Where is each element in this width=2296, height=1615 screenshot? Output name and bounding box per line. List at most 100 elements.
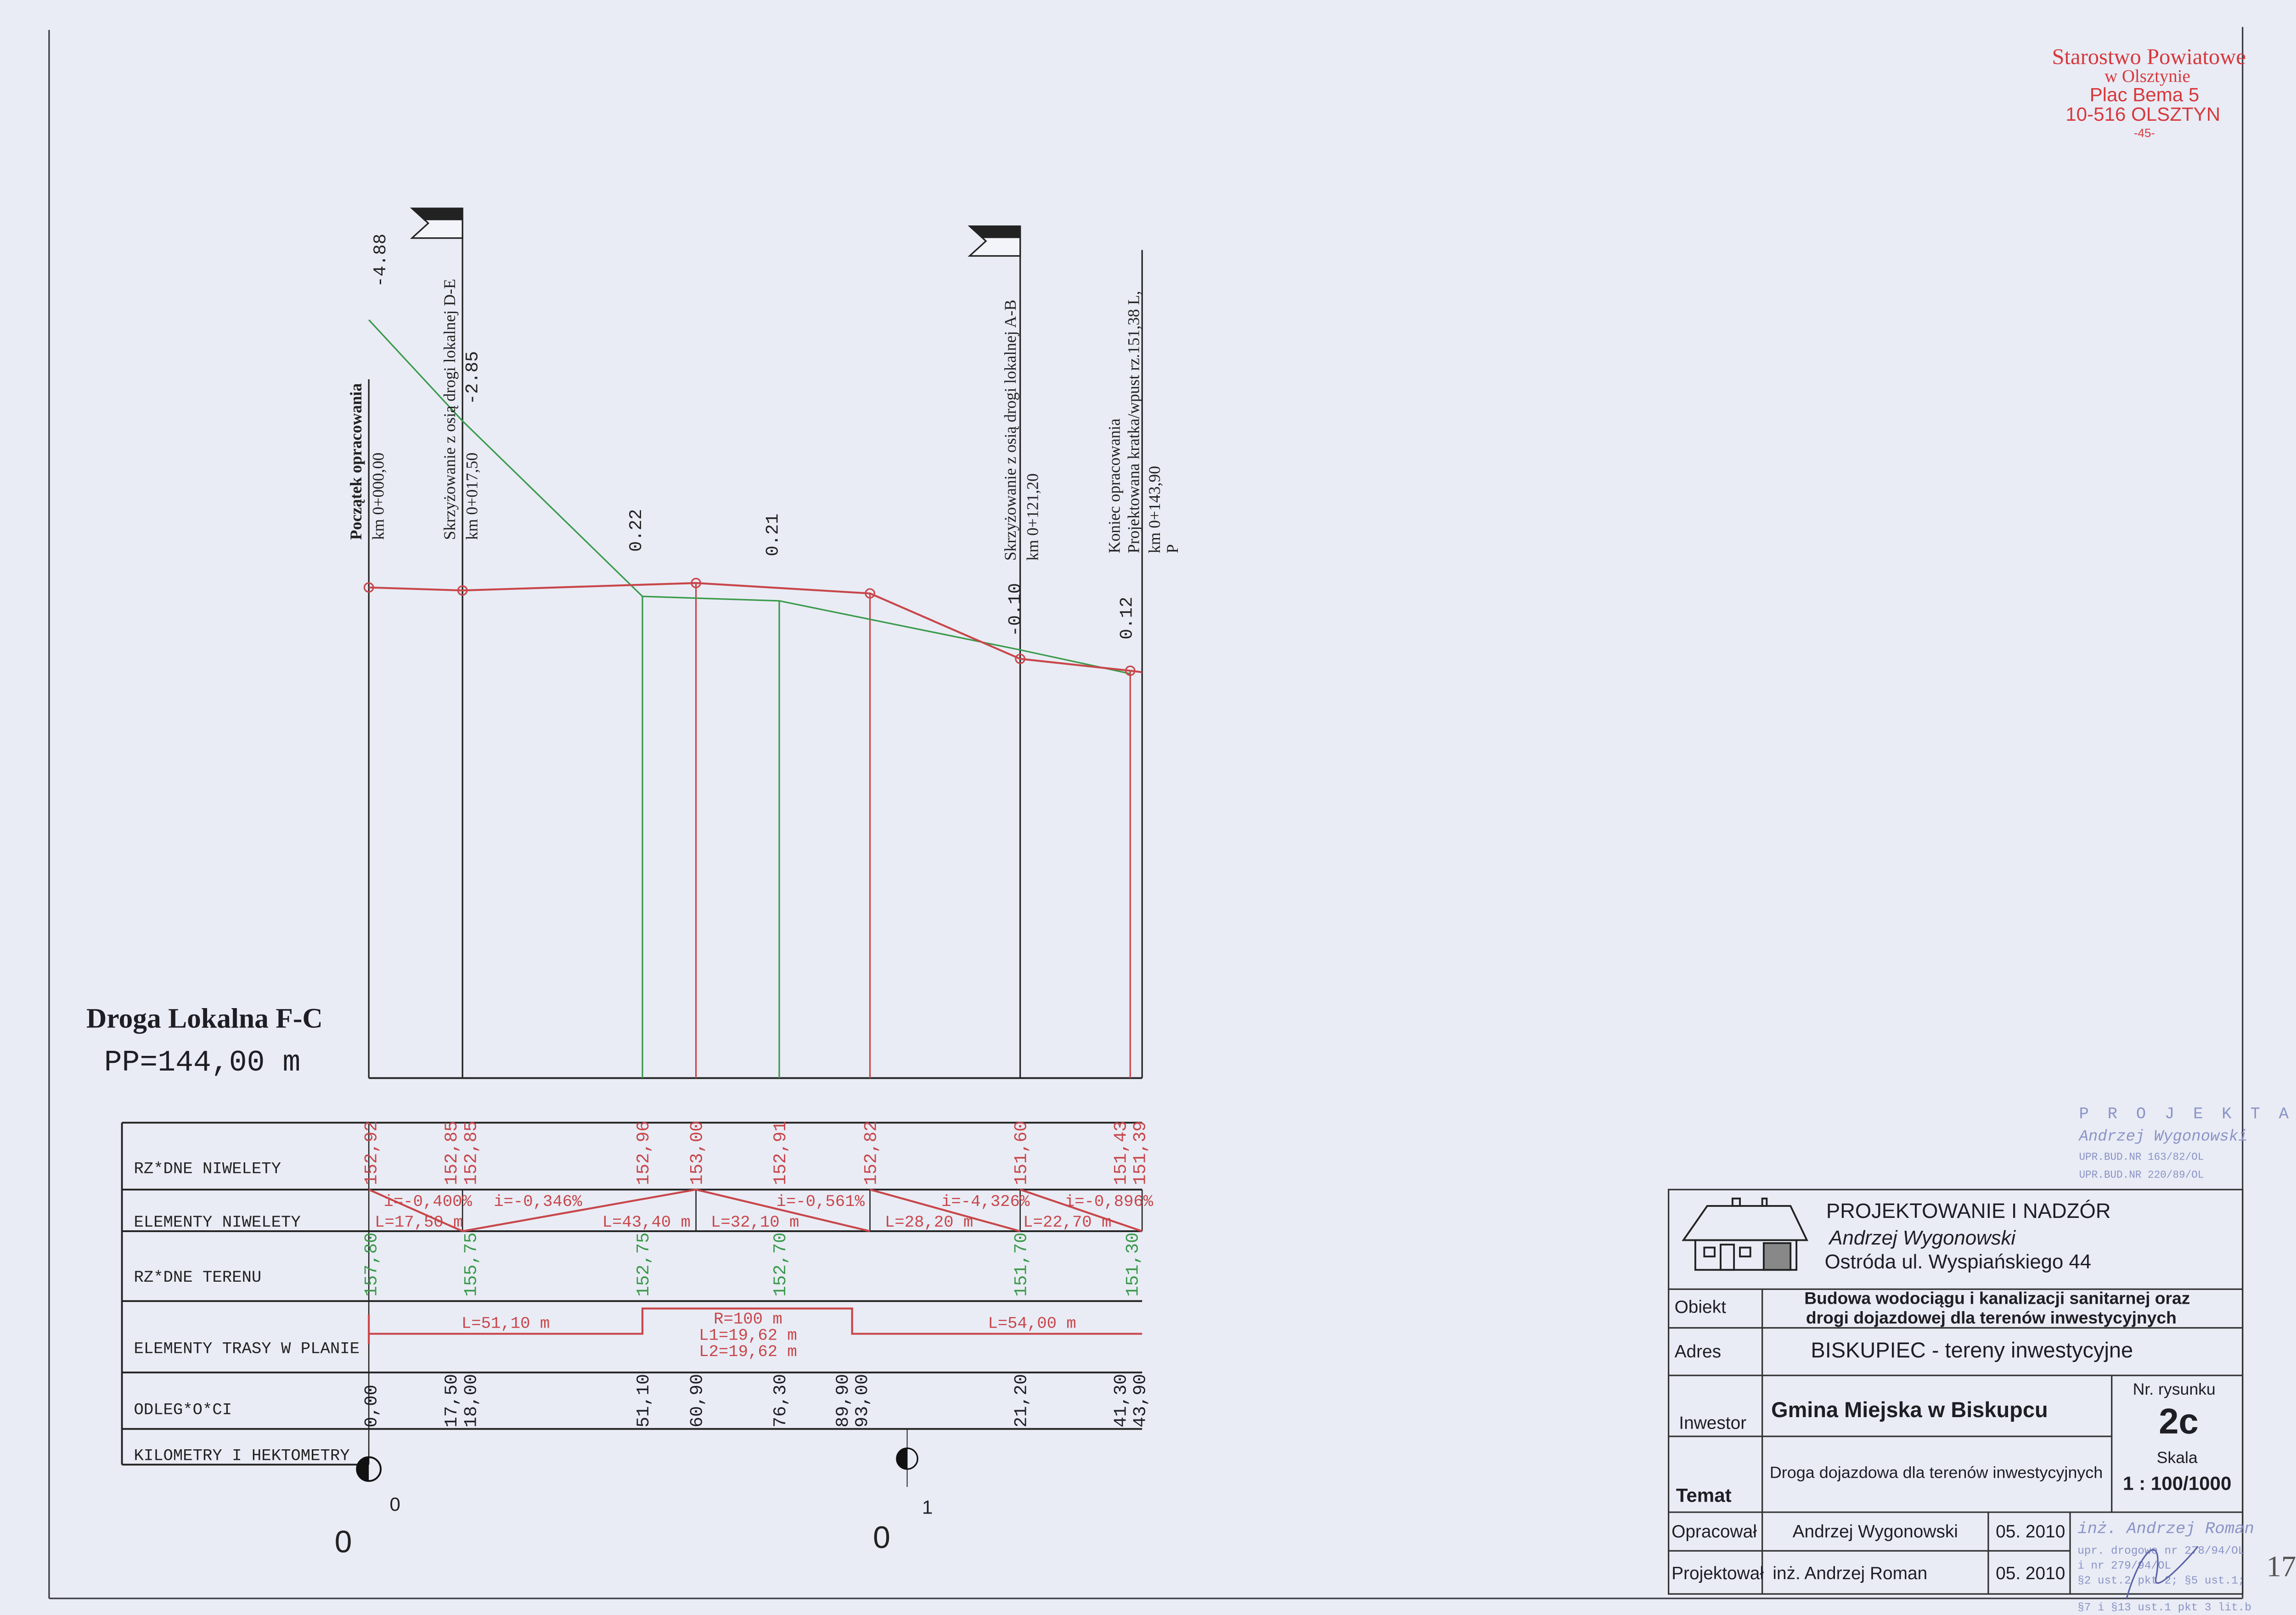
grade-element-label: i=-0,561% [777,1192,865,1211]
grade-elevation: 153,00 [687,1121,708,1185]
end-title: Koniec opracowania [1105,418,1124,553]
grade-elevation: 152,82 [861,1121,881,1185]
stamp-line: §7 i §13 ust.1 pkt 3 lit.b [2077,1602,2251,1614]
terrain-elevation: 152,70 [771,1233,791,1297]
distance-value: 60,90 [687,1374,708,1428]
grade-element-label: L=22,70 m [1023,1213,1111,1232]
projektant-stamp: P R O J E K T A N Andrzej Wygonowski UPR… [2077,1105,2296,1614]
company-logo-house-icon [1682,1197,1808,1271]
projektowal-date: 05. 2010 [1996,1564,2065,1583]
stamp-line: UPR.BUD.NR 163/82/OL [2079,1151,2204,1163]
obiekt-label: Obiekt [1675,1297,1727,1317]
plan-element-label: L1=19,62 m [699,1326,797,1345]
height-difference-label: 0.21 [763,513,783,556]
stamp-line: Plac Bema 5 [2090,84,2200,106]
adres-value: BISKUPIEC - tereny inwestycyjne [1811,1338,2133,1362]
opracowal-label: Opracował [1671,1522,1757,1542]
hectometer-label: 0 [389,1493,400,1515]
km-marker-1: 1 0 [873,1447,933,1555]
stamp-line: §2 ust.2 pkt 2; §5 ust.1; [2077,1575,2245,1587]
terrain-elevation: 151,30 [1123,1233,1143,1297]
height-difference-label: 0.12 [1117,597,1137,639]
stamp-line: inż. Andrzej Roman [2077,1519,2254,1538]
grade-element-label: L=17,50 m [375,1213,463,1232]
kilometer-label: 0 [335,1524,352,1559]
opracowal-name: Andrzej Wygonowski [1793,1522,1958,1542]
grade-element-label: L=32,10 m [711,1213,799,1232]
grade-element-label: i=-0,896% [1065,1192,1154,1211]
start-title: Początek opracowania [347,383,365,540]
stamp-line: Andrzej Wygonowski [2078,1128,2247,1145]
grade-elevation: 151,39 [1131,1121,1151,1185]
grade-point [691,578,701,589]
grade-elevation: 152,96 [634,1121,654,1185]
distance-value: 41,30 [1111,1374,1131,1428]
company-address: Ostróda ul. Wyspiańskiego 44 [1825,1251,2091,1273]
grade-element-label: i=-4,326% [941,1192,1030,1211]
temat-label: Temat [1676,1484,1732,1506]
grade-point [1015,653,1025,664]
grade-element-label: L=43,40 m [602,1213,691,1232]
crossing-de-title: Skrzyżowanie z osią drogi lokalnej D-E [440,279,459,540]
end-note: Projektowana kratka/wpust rz.151,38 L, [1125,291,1143,554]
crossing-de-km: km 0+017,50 [463,453,481,540]
stamp-line: w Olsztynie [2105,67,2190,86]
terrain-elevation: 155,75 [461,1233,481,1297]
title-block: PROJEKTOWANIE I NADZÓR Andrzej Wygonowsk… [1668,1189,2244,1595]
row-label: ODLEG*O*CI [134,1400,232,1419]
distance-value: 21,20 [1012,1374,1032,1428]
terrain-elevation: 152,75 [634,1233,654,1297]
grade-element-label: i=-0,346% [494,1192,582,1211]
obiekt-line2: drogi dojazdowej dla terenów inwestycyjn… [1806,1308,2177,1327]
plan-elements-line [368,1307,1142,1345]
road-name: Droga Lokalna F-C [86,1003,323,1034]
stamp-line: Starostwo Powiatowe [2052,45,2246,69]
grade-element-label: L=28,20 m [885,1213,973,1232]
kilometer-label: 0 [873,1520,890,1555]
distance-value: 17,50 [442,1374,462,1428]
grade-point [1125,665,1136,676]
row-labels: RZ*DNE NIWELETY ELEMENTY NIWELETY RZ*DNE T… [134,1160,359,1465]
grade-point [363,582,374,593]
grade-point [865,588,875,599]
projektowal-label: Projektował [1671,1564,1764,1583]
grade-elevation: 152,92 [361,1121,382,1185]
hectometer-label: 1 [922,1496,933,1518]
distance-value: 51,10 [634,1374,654,1428]
design-grade-line [369,582,1142,673]
longitudinal-profile: Początek opracowania km 0+000,00 Skrzyżo… [86,207,1182,1080]
distance-value: 76,30 [771,1374,791,1428]
grade-point [457,585,468,596]
row-label: KILOMETRY I HEKTOMETRY [134,1447,349,1465]
drawing-number: 2c [2159,1402,2198,1441]
stamp-line: -45- [2134,127,2155,140]
grade-elevation: 152,85 [461,1121,481,1185]
grade-element-label: i=-0,400% [384,1192,473,1211]
terrain-line [368,319,1131,675]
plan-element-label: L=51,10 m [461,1314,550,1333]
temat-value: Droga dojazdowa dla terenów inwestycyjny… [1770,1464,2103,1482]
height-difference-label: -4.88 [371,234,391,287]
row-label: RZ*DNE TERENU [134,1268,261,1287]
flag-icon [968,225,1021,257]
crossing-ab-km: km 0+121,20 [1023,473,1041,561]
crossing-ab-title: Skrzyżowanie z osią drogi lokalnej A-B [1001,300,1019,561]
company-name: PROJEKTOWANIE I NADZÓR [1826,1199,2111,1222]
flag-icon [410,207,463,239]
inwestor-label: Inwestor [1679,1413,1746,1433]
height-difference-label: -2.85 [463,351,483,405]
signature-icon [2126,1546,2199,1599]
profile-table: RZ*DNE NIWELETY ELEMENTY NIWELETY RZ*DNE T… [121,1121,1154,1559]
grade-elevation: 152,85 [442,1121,462,1185]
distance-value: 43,90 [1131,1374,1151,1428]
distance-value: 0,00 [361,1385,382,1427]
projektowal-name: inż. Andrzej Roman [1773,1564,1927,1583]
end-side: P [1163,544,1182,553]
grade-elevation: 151,60 [1012,1121,1032,1185]
stamp-line: P R O J E K T A N [2079,1105,2296,1123]
stamp-line: i nr 279/94/OL [2077,1560,2171,1572]
sheet-number: 176 [2267,1550,2296,1583]
